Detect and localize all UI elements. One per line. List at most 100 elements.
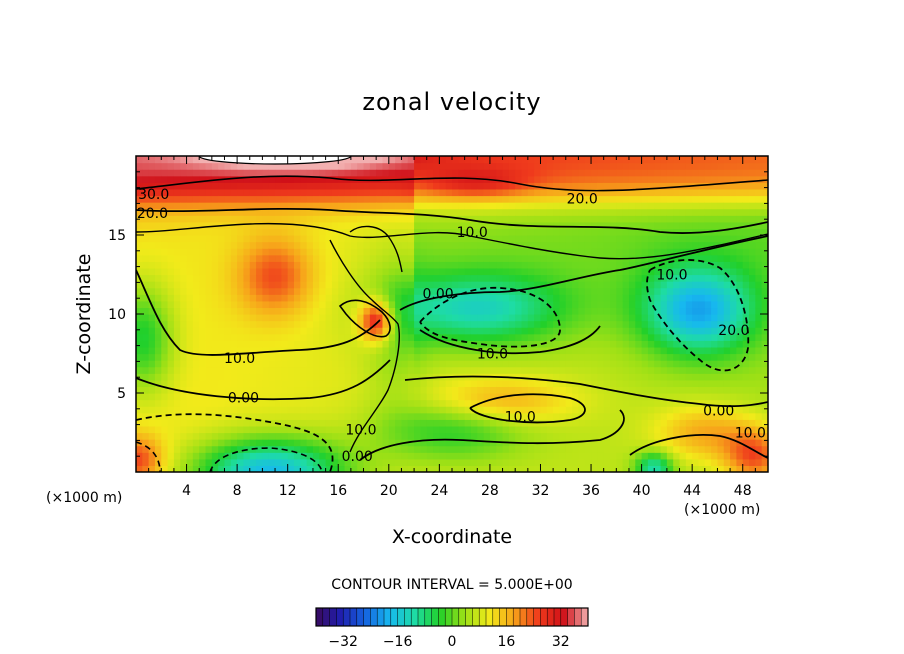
heatmap-cell bbox=[464, 425, 472, 434]
heatmap-cell bbox=[281, 314, 289, 322]
heatmap-cell bbox=[736, 254, 744, 262]
heatmap-cell bbox=[584, 261, 592, 269]
heatmap-cell bbox=[154, 320, 162, 328]
heatmap-cell bbox=[167, 340, 175, 348]
heatmap-cell bbox=[388, 156, 396, 164]
heatmap-cell bbox=[458, 228, 466, 236]
heatmap-cell bbox=[433, 314, 440, 322]
heatmap-cell bbox=[369, 169, 377, 177]
heatmap-cell bbox=[641, 162, 649, 170]
heatmap-cell bbox=[527, 458, 535, 467]
heatmap-cell bbox=[439, 412, 447, 420]
heatmap-cell bbox=[369, 261, 377, 269]
heatmap-cell bbox=[325, 333, 333, 341]
heatmap-cell bbox=[521, 261, 529, 269]
heatmap-cell bbox=[148, 169, 156, 177]
heatmap-cell bbox=[395, 294, 403, 302]
heatmap-cell bbox=[622, 287, 630, 295]
heatmap-cell bbox=[275, 287, 282, 295]
heatmap-cell bbox=[154, 327, 162, 335]
heatmap-cell bbox=[300, 320, 308, 328]
heatmap-cell bbox=[591, 340, 598, 348]
heatmap-cell bbox=[723, 360, 731, 368]
heatmap-cell bbox=[660, 300, 668, 309]
heatmap-cell bbox=[319, 267, 327, 276]
heatmap-cell bbox=[281, 439, 289, 447]
heatmap-cell bbox=[262, 353, 270, 361]
heatmap-cell bbox=[186, 202, 194, 210]
heatmap-cell bbox=[692, 202, 700, 210]
heatmap-cell bbox=[401, 314, 409, 322]
heatmap-cell bbox=[749, 406, 756, 414]
heatmap-cell bbox=[666, 156, 674, 164]
heatmap-cell bbox=[730, 320, 737, 328]
heatmap-cell bbox=[761, 267, 768, 276]
heatmap-cell bbox=[736, 188, 744, 197]
heatmap-cell bbox=[262, 228, 270, 236]
heatmap-cell bbox=[192, 432, 200, 440]
heatmap-cell bbox=[723, 406, 731, 414]
heatmap-cell bbox=[306, 208, 314, 216]
heatmap-cell bbox=[692, 366, 700, 374]
heatmap-cell bbox=[357, 261, 365, 269]
heatmap-cell bbox=[376, 248, 384, 256]
heatmap-cell bbox=[755, 327, 763, 335]
contour-label: 20.0 bbox=[567, 192, 598, 208]
heatmap-cell bbox=[698, 307, 706, 315]
heatmap-cell bbox=[148, 156, 156, 164]
heatmap-cell bbox=[572, 458, 579, 467]
heatmap-cell bbox=[363, 399, 371, 407]
heatmap-cell bbox=[711, 235, 719, 243]
heatmap-cell bbox=[553, 241, 561, 249]
heatmap-cell bbox=[211, 241, 219, 249]
heatmap-cell bbox=[698, 195, 706, 203]
heatmap-cell bbox=[730, 379, 737, 388]
heatmap-cell bbox=[262, 267, 270, 276]
heatmap-cell bbox=[154, 346, 162, 355]
heatmap-cell bbox=[388, 294, 396, 302]
heatmap-cell bbox=[711, 261, 719, 269]
heatmap-cell bbox=[275, 307, 282, 315]
heatmap-cell bbox=[325, 300, 333, 309]
heatmap-cell bbox=[521, 386, 529, 394]
heatmap-cell bbox=[565, 406, 573, 414]
heatmap-cell bbox=[148, 221, 156, 230]
heatmap-cell bbox=[161, 202, 169, 210]
heatmap-cell bbox=[401, 202, 409, 210]
heatmap-cell bbox=[420, 406, 428, 414]
heatmap-cell bbox=[711, 373, 719, 381]
heatmap-cell bbox=[414, 300, 421, 309]
heatmap-cell bbox=[167, 215, 175, 223]
contour-line bbox=[629, 434, 768, 459]
heatmap-cell bbox=[319, 373, 327, 381]
heatmap-cell bbox=[268, 254, 276, 262]
heatmap-cell bbox=[382, 425, 390, 434]
heatmap-cell bbox=[470, 221, 478, 230]
heatmap-cell bbox=[673, 156, 681, 164]
heatmap-cell bbox=[742, 241, 750, 249]
heatmap-cell bbox=[515, 353, 523, 361]
heatmap-cell bbox=[161, 412, 169, 420]
heatmap-cell bbox=[616, 215, 624, 223]
heatmap-cell bbox=[148, 465, 156, 472]
heatmap-cell bbox=[167, 333, 175, 341]
heatmap-cell bbox=[553, 406, 561, 414]
heatmap-cell bbox=[685, 254, 693, 262]
heatmap-cell bbox=[275, 175, 282, 183]
heatmap-cell bbox=[262, 406, 270, 414]
heatmap-cell bbox=[597, 267, 605, 276]
heatmap-cell bbox=[319, 353, 327, 361]
heatmap-cell bbox=[527, 366, 535, 374]
heatmap-cell bbox=[357, 215, 365, 223]
heatmap-cell bbox=[344, 188, 352, 197]
heatmap-cell bbox=[344, 379, 352, 388]
heatmap-cell bbox=[376, 241, 384, 249]
heatmap-cell bbox=[294, 228, 301, 236]
heatmap-cell bbox=[742, 327, 750, 335]
heatmap-cell bbox=[723, 353, 731, 361]
heatmap-cell bbox=[704, 202, 712, 210]
heatmap-cell bbox=[230, 314, 238, 322]
heatmap-cell bbox=[679, 248, 687, 256]
y-tick-label: 15 bbox=[108, 228, 126, 244]
heatmap-cell bbox=[331, 182, 339, 190]
